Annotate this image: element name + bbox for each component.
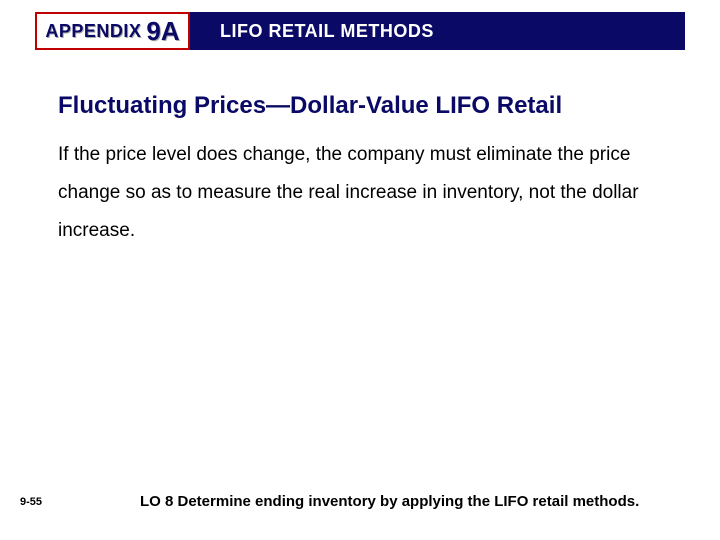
appendix-box: APPENDIX 9A (35, 12, 190, 50)
header-title: LIFO RETAIL METHODS (220, 21, 434, 42)
main-heading: Fluctuating Prices—Dollar-Value LIFO Ret… (58, 92, 562, 120)
appendix-label: APPENDIX (45, 21, 141, 42)
body-text: If the price level does change, the comp… (58, 136, 662, 250)
learning-objective: LO 8 Determine ending inventory by apply… (140, 493, 639, 510)
page-number: 9-55 (20, 496, 42, 508)
appendix-number: 9A (146, 16, 179, 47)
